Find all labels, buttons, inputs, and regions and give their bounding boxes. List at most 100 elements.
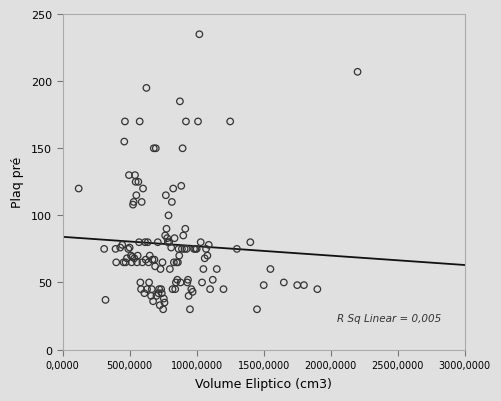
Point <box>163 235 171 242</box>
Point <box>197 279 205 286</box>
Point <box>176 279 184 286</box>
Point <box>124 246 132 253</box>
Point <box>132 192 140 199</box>
Point <box>293 282 301 289</box>
Point <box>135 119 143 126</box>
Point <box>173 259 181 266</box>
Point <box>149 146 157 152</box>
Point <box>167 199 175 206</box>
Point <box>174 246 182 253</box>
Point <box>161 192 169 199</box>
Point <box>161 233 169 239</box>
Point <box>232 246 240 253</box>
Point <box>127 259 135 266</box>
Point <box>196 239 204 246</box>
Point <box>313 286 321 293</box>
Point <box>101 297 109 303</box>
Point <box>152 293 160 299</box>
Point <box>191 246 199 253</box>
Point <box>111 246 119 253</box>
Point <box>133 259 141 266</box>
Point <box>172 259 180 266</box>
Point <box>201 246 209 253</box>
Point <box>147 293 155 299</box>
Point <box>135 239 143 246</box>
Point <box>121 259 129 266</box>
Point <box>195 32 203 38</box>
Point <box>204 242 212 249</box>
Point <box>143 286 151 293</box>
Point <box>171 279 179 286</box>
Point <box>279 279 287 286</box>
Point <box>123 255 131 262</box>
Point <box>119 259 127 266</box>
Point <box>170 235 178 242</box>
Point <box>143 239 151 246</box>
Point <box>183 277 191 283</box>
Point <box>182 246 190 253</box>
Text: R Sq Linear = 0,005: R Sq Linear = 0,005 <box>337 313 441 323</box>
Point <box>203 253 211 259</box>
Point <box>163 239 171 246</box>
Point <box>165 239 173 246</box>
Point <box>75 186 83 192</box>
Point <box>199 266 207 273</box>
Point <box>167 245 175 251</box>
Point <box>158 259 166 266</box>
Point <box>129 199 137 206</box>
Point <box>137 286 145 293</box>
Point <box>169 186 177 192</box>
Point <box>151 263 159 270</box>
Point <box>169 259 177 266</box>
Point <box>157 290 165 297</box>
Point <box>160 300 168 306</box>
Point <box>200 255 208 262</box>
Point <box>116 245 124 251</box>
Point <box>212 266 220 273</box>
Point <box>187 286 195 293</box>
Point <box>193 119 201 126</box>
Point <box>159 306 167 313</box>
Point <box>131 179 139 186</box>
Point <box>155 302 163 309</box>
Point <box>353 69 361 76</box>
Point <box>299 282 307 289</box>
Point <box>134 179 142 186</box>
Point <box>266 266 274 273</box>
Point <box>165 266 173 273</box>
Point <box>192 246 200 253</box>
Point <box>129 202 137 209</box>
Point <box>140 290 148 297</box>
Point <box>145 253 153 259</box>
Point <box>151 146 159 152</box>
Point <box>145 279 153 286</box>
Point <box>259 282 267 289</box>
Point <box>183 279 191 286</box>
Point <box>162 226 170 233</box>
Point <box>144 259 152 266</box>
Point <box>150 257 158 263</box>
Point <box>177 246 185 253</box>
Point <box>185 306 193 313</box>
Point <box>154 290 162 297</box>
Point <box>130 255 138 262</box>
Point <box>137 199 145 206</box>
Point <box>208 277 216 283</box>
Point <box>253 306 261 313</box>
Point <box>157 286 165 293</box>
Point <box>226 119 234 126</box>
Point <box>177 183 185 190</box>
Point <box>184 293 192 299</box>
Point <box>133 253 141 259</box>
Point <box>142 85 150 92</box>
Point <box>141 257 149 263</box>
Point <box>188 289 196 295</box>
Y-axis label: Plaq pré: Plaq pré <box>11 157 24 208</box>
Point <box>153 239 161 246</box>
Point <box>147 286 155 293</box>
Point <box>136 279 144 286</box>
Point <box>128 254 136 261</box>
Point <box>155 286 163 293</box>
Point <box>149 298 157 305</box>
Point <box>121 119 129 126</box>
